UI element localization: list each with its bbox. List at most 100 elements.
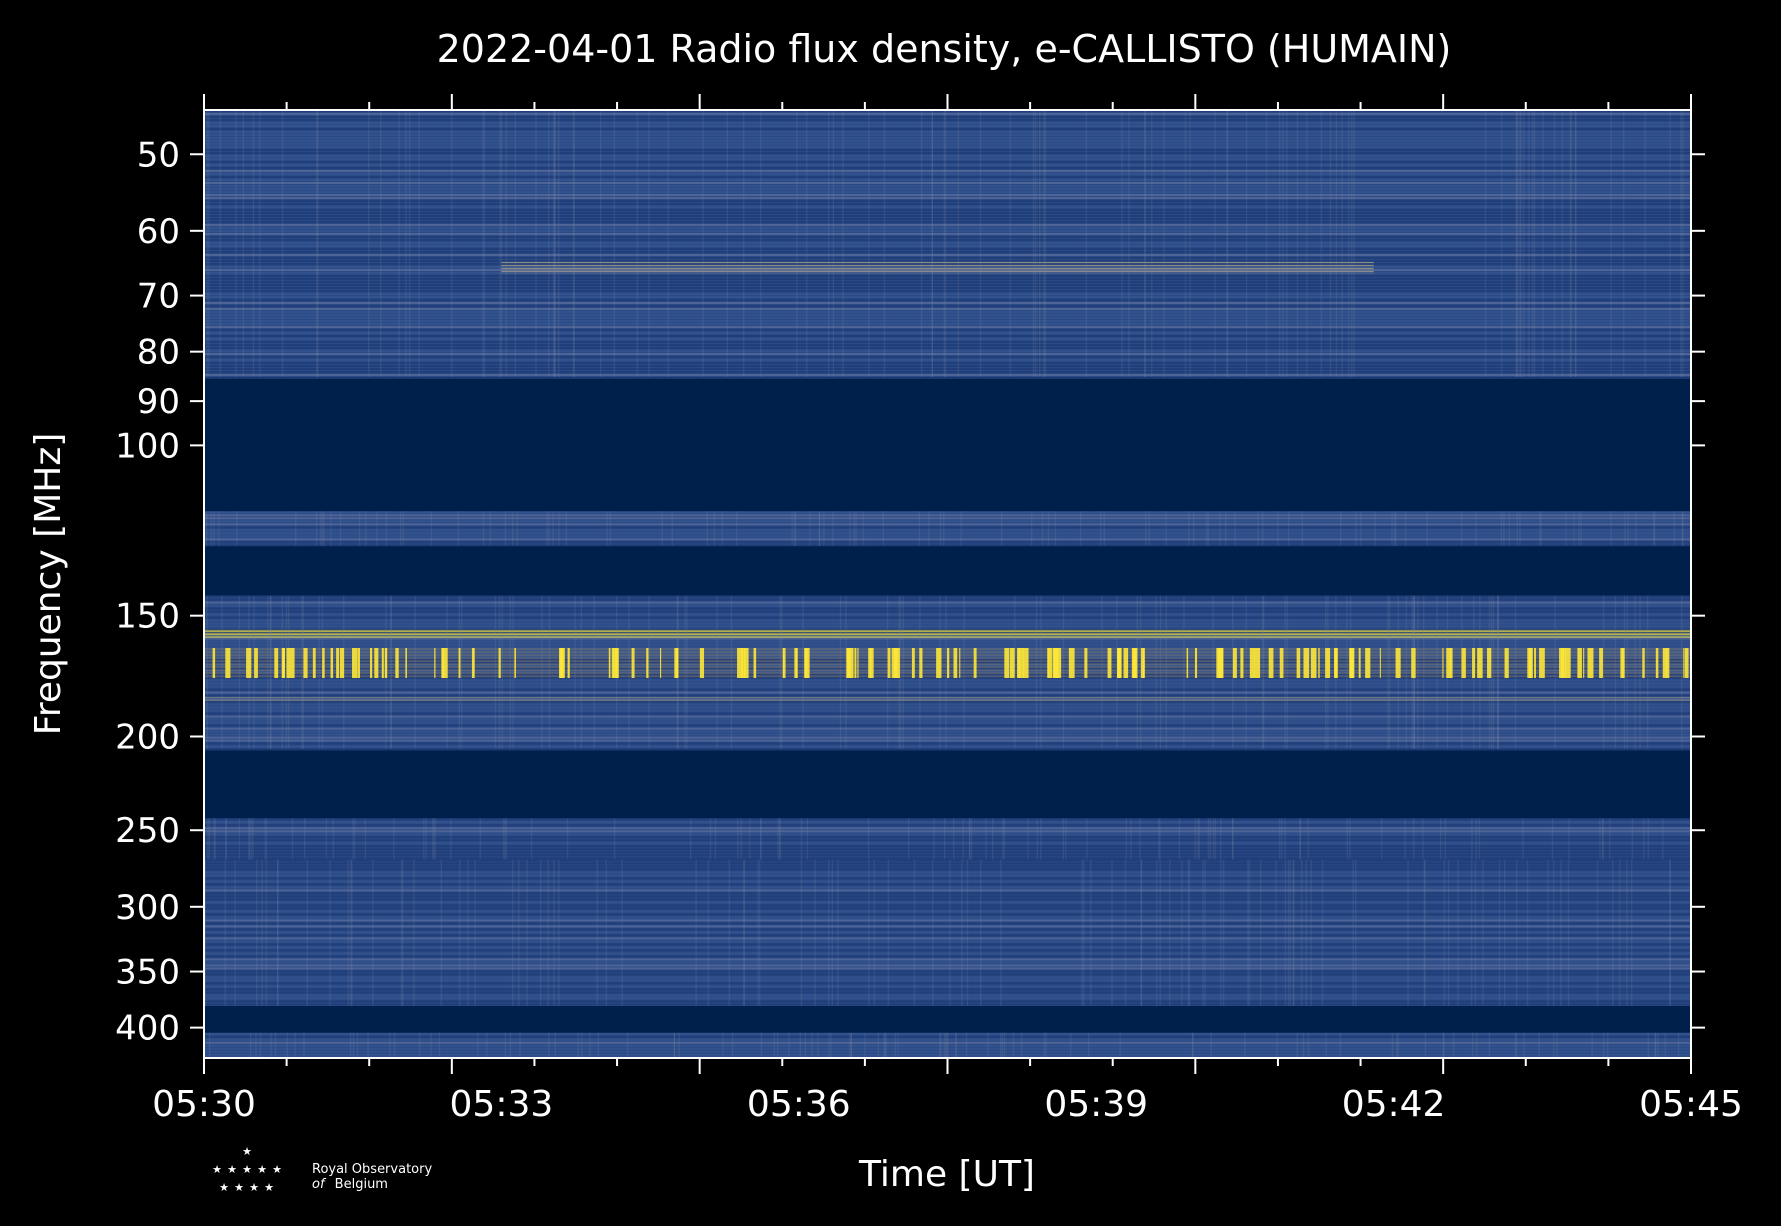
burst-mark: [646, 647, 649, 679]
noise-stripe: [204, 907, 1691, 910]
noise-stripe: [204, 845, 1691, 848]
noise-fleck: [205, 511, 208, 546]
noise-fleck: [1003, 1032, 1006, 1058]
stars-icon: ★ ★ ★ ★ ★ ★ ★ ★ ★ ★: [212, 1145, 282, 1194]
noise-fleck: [899, 595, 902, 749]
noise-stripe: [204, 1047, 1691, 1050]
noise-fleck: [1086, 818, 1088, 860]
noise-fleck: [1396, 1032, 1398, 1058]
noise-fleck: [1492, 595, 1495, 749]
noise-stripe: [204, 925, 1691, 928]
noise-fleck: [946, 1032, 948, 1058]
noise-fleck: [548, 511, 550, 546]
logo-line-2: Belgium: [335, 1177, 388, 1192]
spectrogram-band: [204, 377, 1691, 512]
noise-fleck: [400, 859, 403, 1007]
burst-mark: [919, 647, 923, 679]
noise-fleck: [931, 110, 934, 378]
noise-stripe: [204, 272, 1691, 274]
noise-fleck: [1339, 1032, 1342, 1058]
noise-fleck: [1032, 110, 1035, 378]
noise-fleck: [939, 1032, 941, 1058]
noise-stripe: [204, 152, 1691, 154]
noise-stripe: [204, 179, 1691, 181]
noise-fleck: [1360, 511, 1362, 546]
noise-stripe: [204, 335, 1691, 337]
burst-mark: [868, 647, 872, 679]
noise-fleck: [514, 110, 517, 378]
burst-mark: [1254, 647, 1261, 679]
noise-stripe: [204, 964, 1691, 967]
noise-fleck: [1301, 511, 1303, 546]
noise-stripe: [204, 712, 1691, 715]
noise-stripe: [204, 601, 1691, 604]
noise-fleck: [1247, 859, 1249, 1007]
noise-fleck: [1355, 859, 1357, 1007]
noise-fleck: [985, 818, 987, 860]
noise-stripe: [204, 637, 1691, 640]
noise-fleck: [1083, 859, 1085, 1007]
noise-fleck: [1144, 511, 1147, 546]
noise-fleck: [1552, 859, 1555, 1007]
noise-fleck: [505, 818, 508, 860]
plot-area: [203, 109, 1692, 1059]
noise-fleck: [965, 1032, 968, 1058]
noise-stripe: [204, 242, 1691, 244]
noise-fleck: [1490, 595, 1493, 749]
burst-mark: [1534, 647, 1536, 679]
noise-fleck: [1151, 110, 1153, 378]
burst-mark: [254, 647, 258, 679]
burst-mark: [441, 647, 445, 679]
noise-fleck: [1207, 511, 1209, 546]
noise-fleck: [393, 818, 395, 860]
noise-fleck: [207, 818, 209, 860]
noise-fleck: [1155, 595, 1157, 749]
noise-fleck: [1321, 859, 1324, 1007]
noise-fleck: [1157, 818, 1160, 860]
burst-mark: [1587, 647, 1594, 679]
noise-stripe: [204, 892, 1691, 895]
burst-mark: [458, 647, 461, 679]
noise-fleck: [605, 859, 607, 1007]
svg-text:of Belgium: of Belgium: [312, 1177, 388, 1192]
burst-mark: [794, 647, 798, 679]
noise-fleck: [943, 110, 946, 378]
noise-stripe: [204, 598, 1691, 601]
noise-fleck: [433, 818, 435, 860]
noise-stripe: [204, 1032, 1691, 1035]
noise-fleck: [248, 818, 251, 860]
svg-text:★: ★: [257, 1163, 267, 1176]
noise-fleck: [1021, 1032, 1023, 1058]
noise-stripe: [204, 836, 1691, 839]
noise-stripe: [204, 254, 1691, 256]
noise-fleck: [304, 818, 306, 860]
noise-fleck: [516, 511, 518, 546]
noise-stripe: [204, 631, 1691, 634]
noise-stripe: [204, 146, 1691, 148]
noise-fleck: [1286, 110, 1288, 378]
noise-fleck: [730, 595, 733, 749]
noise-fleck: [942, 511, 945, 546]
noise-stripe: [204, 988, 1691, 991]
noise-stripe: [204, 535, 1691, 538]
noise-fleck: [479, 818, 481, 860]
spectrogram-band: [204, 1006, 1691, 1033]
noise-fleck: [728, 859, 730, 1007]
noise-fleck: [286, 1032, 288, 1058]
noise-fleck: [1299, 818, 1301, 860]
noise-fleck: [648, 595, 650, 749]
noise-fleck: [450, 110, 453, 378]
noise-fleck: [599, 110, 602, 378]
noise-fleck: [1081, 859, 1083, 1007]
noise-fleck: [955, 1032, 957, 1058]
noise-stripe: [204, 302, 1691, 304]
burst-mark: [699, 647, 705, 679]
noise-fleck: [1284, 859, 1287, 1007]
noise-fleck: [389, 1032, 391, 1058]
noise-fleck: [235, 110, 237, 378]
noise-fleck: [1275, 859, 1277, 1007]
noise-fleck: [671, 511, 673, 546]
noise-fleck: [1035, 595, 1038, 749]
noise-fleck: [709, 818, 712, 860]
noise-fleck: [940, 1032, 942, 1058]
